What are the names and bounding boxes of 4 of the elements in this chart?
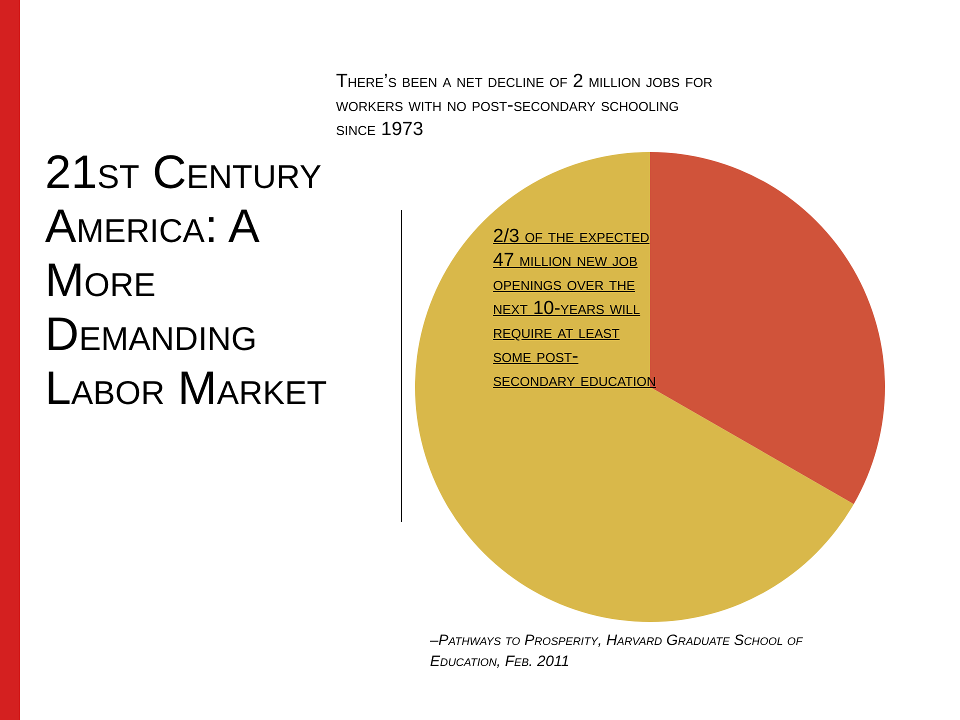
text: –Pathways to Prosperity, Harvard Graduate School of Education, Feb. 2011 — [430, 631, 804, 672]
text: There’s been a net decline of 2 million jobs for workers with no post-secondary schooling since 1973 — [336, 70, 714, 142]
text: 2/3 of the expected 47 million new job openings over the next 10-years will require at least some post-secondary education — [493, 225, 657, 393]
text: 21st Century America: A More Demanding Labor Market — [45, 145, 328, 415]
